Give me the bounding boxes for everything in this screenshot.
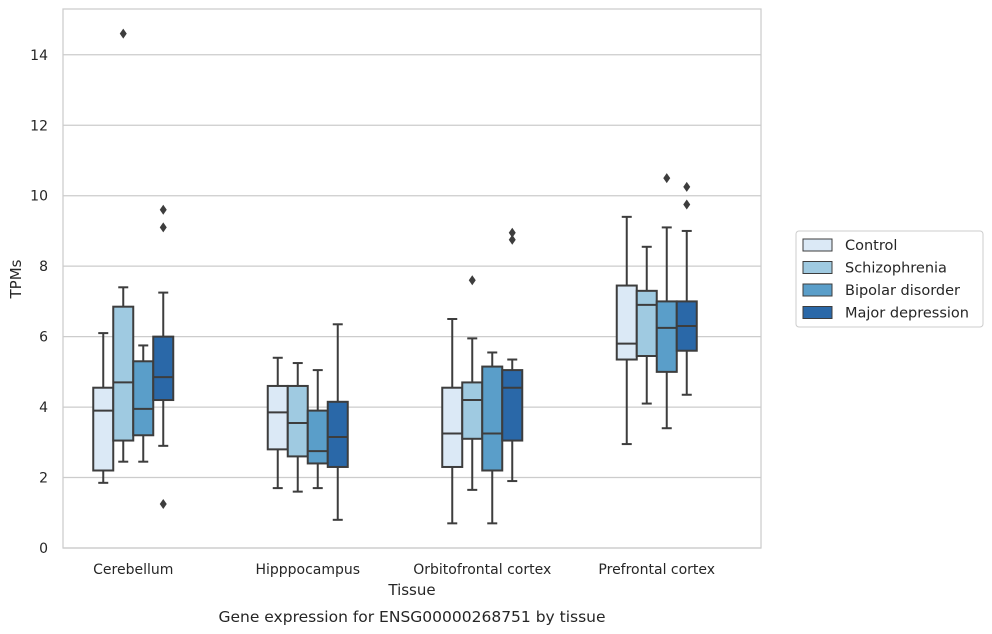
box-control (441, 318, 464, 525)
y-tick-label: 12 (30, 118, 48, 134)
box-bipolar-disorder (481, 351, 504, 525)
box-iqr (501, 369, 524, 442)
y-tick-label: 14 (30, 48, 48, 64)
box-iqr (441, 386, 464, 468)
outlier-point (683, 199, 691, 210)
box-iqr (655, 300, 678, 373)
box-major-depression (326, 323, 349, 521)
box-bipolar-disorder (655, 173, 678, 430)
box-iqr (286, 384, 309, 458)
box-bipolar-disorder (132, 344, 155, 463)
y-tick-label: 8 (39, 259, 48, 275)
outlier-point (119, 28, 127, 39)
box-iqr (152, 335, 175, 402)
x-tick-label: Orbitofrontal cortex (413, 562, 551, 578)
box-iqr (461, 381, 484, 440)
box-schizophrenia (286, 362, 309, 493)
box-iqr (326, 400, 349, 468)
y-tick-label: 6 (39, 330, 48, 346)
y-axis-ticks: 0 2 4 6 8 10 12 14 (30, 48, 48, 557)
legend-label: Major depression (845, 306, 969, 322)
box-iqr (615, 284, 638, 361)
x-axis-ticks: Cerebellum Hipppocampus Orbitofrontal cort… (93, 562, 715, 578)
box-bipolar-disorder (306, 369, 329, 490)
box-control (266, 356, 289, 490)
x-axis-label: Tissue (387, 581, 435, 599)
box-iqr (635, 289, 658, 358)
box-major-depression (152, 204, 175, 509)
plot-area-frame (62, 8, 762, 549)
box-schizophrenia (461, 275, 484, 491)
box-iqr (306, 409, 329, 465)
y-axis-label: TPMs (7, 259, 25, 299)
box-iqr (481, 365, 504, 472)
x-tick-label: Cerebellum (93, 562, 173, 578)
box-iqr (266, 384, 289, 451)
box-control (92, 332, 115, 484)
legend-frame (795, 230, 984, 328)
outlier-point (159, 222, 167, 233)
legend-label: Control (845, 238, 897, 254)
legend: Control Schizophrenia Bipolar disorder Majo… (795, 230, 984, 328)
x-tick-label: Hipppocampus (255, 562, 360, 578)
legend-label: Schizophrenia (845, 261, 947, 277)
box-iqr (132, 360, 155, 437)
box-iqr (92, 386, 115, 472)
legend-swatch (802, 261, 833, 274)
outlier-point (663, 173, 671, 184)
box-major-depression (501, 227, 524, 483)
box-schizophrenia (112, 28, 135, 463)
outlier-point (159, 498, 167, 509)
legend-label: Bipolar disorder (845, 283, 960, 299)
x-tick-label: Prefrontal cortex (598, 562, 715, 578)
y-tick-label: 10 (30, 189, 48, 205)
boxes (92, 28, 698, 525)
chart-caption: Gene expression for ENSG00000268751 by t… (218, 608, 605, 626)
legend-swatch (802, 306, 833, 319)
y-tick-label: 4 (39, 400, 48, 416)
outlier-point (159, 204, 167, 215)
legend-swatch (802, 283, 833, 297)
legend-swatch (802, 238, 833, 252)
box-iqr (112, 305, 135, 442)
outlier-point (468, 275, 476, 286)
y-tick-label: 2 (39, 471, 48, 487)
box-major-depression (675, 181, 698, 396)
box-control (615, 215, 638, 446)
outlier-point (508, 234, 516, 245)
grid (63, 54, 761, 549)
y-tick-label: 0 (39, 541, 48, 557)
box-schizophrenia (635, 245, 658, 405)
outlier-point (683, 181, 691, 192)
outlier-point (508, 227, 516, 238)
